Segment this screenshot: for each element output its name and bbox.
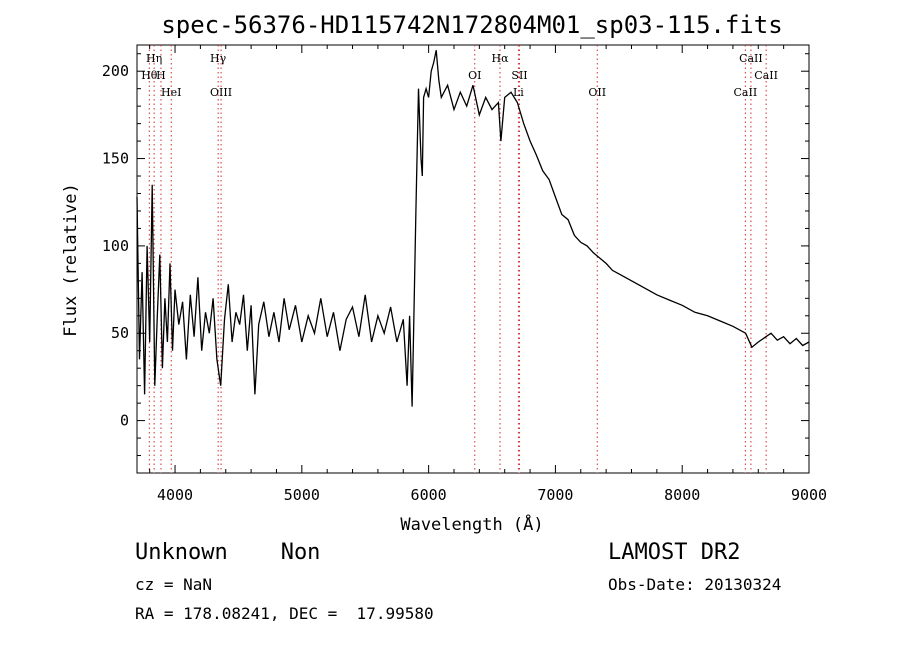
line-label: OIII [210,86,232,99]
line-label: Hθ [141,69,158,82]
y-tick-label: 100 [102,237,129,255]
obs-date-text: Obs-Date: 20130324 [608,575,782,594]
coordinates-text: RA = 178.08241, DEC = 17.99580 [135,604,434,623]
x-tick-label: 6000 [411,486,447,504]
y-tick-label: 0 [120,412,129,430]
y-axis-label: Flux (relative) [61,183,81,337]
line-label: SII [511,69,527,82]
line-label: Li [513,86,524,99]
survey-label: LAMOST DR2 [608,540,741,565]
line-label: CaII [734,86,758,99]
spectrum-line [136,50,810,407]
line-label: HeI [161,86,181,99]
x-tick-label: 5000 [284,486,320,504]
line-label: H [156,69,166,82]
y-tick-label: 200 [102,62,129,80]
y-axis: 0 50 100 150 200 [102,53,809,457]
plot-frame [136,44,810,474]
line-label: Hα [491,52,509,65]
line-label: Hγ [210,52,227,65]
chart-title: spec-56376-HD115742N172804M01_sp03-115.f… [161,11,782,39]
classification-text: Unknown Non [135,540,321,565]
line-label: CaII [739,52,763,65]
line-label: CaII [754,69,778,82]
x-tick-label: 9000 [791,486,827,504]
x-axis: 4000 5000 6000 7000 8000 9000 [149,45,827,504]
y-tick-label: 150 [102,150,129,168]
line-label: OII [588,86,606,99]
line-markers [148,45,767,473]
line-label: Hη [146,52,162,65]
x-tick-label: 4000 [157,486,193,504]
line-label: OI [468,69,481,82]
x-tick-label: 8000 [664,486,700,504]
y-tick-label: 50 [111,324,129,342]
x-tick-label: 7000 [537,486,573,504]
x-axis-label: Wavelength (Å) [400,513,543,535]
redshift-text: cz = NaN [135,575,213,594]
